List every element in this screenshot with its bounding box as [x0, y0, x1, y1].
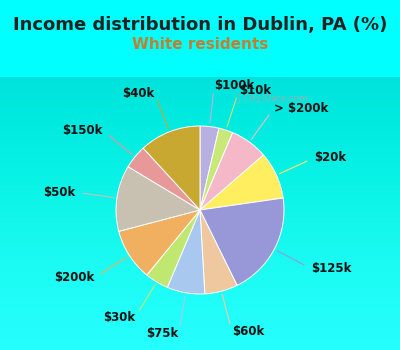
Wedge shape — [200, 155, 283, 210]
Text: > $200k: > $200k — [274, 102, 328, 115]
Wedge shape — [200, 210, 237, 294]
Text: Income distribution in Dublin, PA (%): Income distribution in Dublin, PA (%) — [13, 16, 387, 34]
Wedge shape — [119, 210, 200, 275]
Text: $10k: $10k — [239, 84, 271, 97]
Text: $20k: $20k — [314, 152, 346, 164]
Wedge shape — [147, 210, 200, 287]
Text: $60k: $60k — [232, 325, 264, 338]
Text: $75k: $75k — [146, 327, 179, 340]
Text: $125k: $125k — [311, 262, 351, 275]
Text: $150k: $150k — [62, 124, 103, 137]
Text: White residents: White residents — [132, 37, 268, 52]
Wedge shape — [200, 126, 219, 210]
Wedge shape — [128, 148, 200, 210]
Text: ⓘ City-Data.com: ⓘ City-Data.com — [235, 94, 308, 103]
Text: $100k: $100k — [214, 79, 254, 92]
Wedge shape — [200, 198, 284, 285]
Wedge shape — [143, 126, 200, 210]
Wedge shape — [116, 167, 200, 231]
Text: $40k: $40k — [122, 86, 154, 100]
Wedge shape — [167, 210, 205, 294]
Text: $30k: $30k — [103, 311, 135, 324]
Wedge shape — [200, 133, 264, 210]
Wedge shape — [200, 128, 233, 210]
Text: $50k: $50k — [44, 186, 76, 199]
Text: $200k: $200k — [54, 271, 94, 284]
